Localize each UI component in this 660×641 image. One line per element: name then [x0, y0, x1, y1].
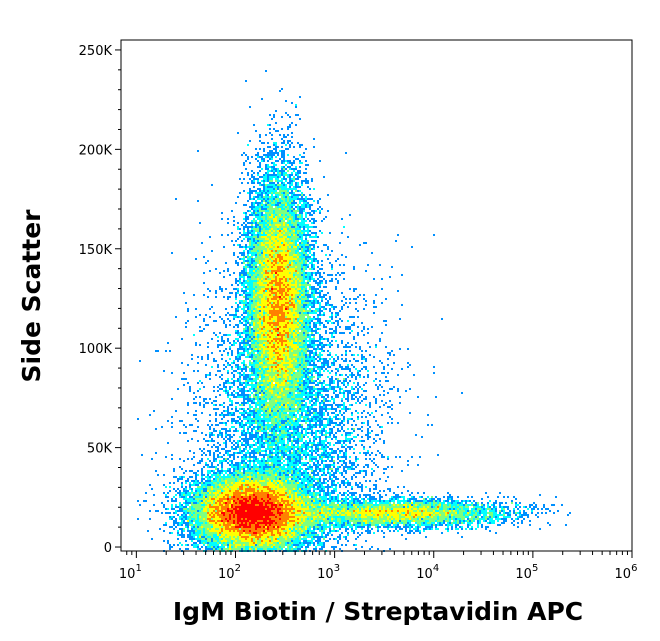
x-tick-base: 10 — [317, 567, 334, 582]
density-level-5 — [187, 204, 469, 550]
density-level-3 — [165, 104, 533, 552]
y-axis-title: Side Scatter — [17, 209, 46, 383]
x-tick-exponent: 1 — [135, 563, 141, 574]
density-level-2 — [137, 70, 571, 552]
x-tick-exponent: 2 — [235, 563, 241, 574]
x-axis: 101 102 103 104 105 106 — [119, 551, 638, 582]
y-tick-label: 0 — [104, 541, 112, 556]
x-tick-base: 10 — [515, 567, 532, 582]
x-tick-base: 10 — [416, 567, 433, 582]
plot-area — [120, 39, 633, 552]
y-tick-label: 100K — [79, 342, 113, 357]
x-tick-label: 103 — [317, 563, 340, 582]
x-tick-label: 106 — [615, 563, 638, 582]
plot-frame — [120, 39, 633, 552]
x-tick-exponent: 3 — [334, 563, 340, 574]
x-axis-title: IgM Biotin / Streptavidin APC — [173, 597, 583, 626]
x-tick-base: 10 — [615, 567, 632, 582]
x-tick-label: 104 — [416, 563, 439, 582]
x-tick-label: 102 — [218, 563, 241, 582]
y-tick-label: 50K — [87, 442, 113, 457]
x-tick-base: 10 — [119, 567, 136, 582]
x-tick-exponent: 5 — [532, 563, 538, 574]
y-axis: 0 50K 100K 150K 200K 250K — [79, 44, 121, 556]
y-tick-label: 200K — [79, 143, 113, 158]
x-tick-label: 101 — [119, 563, 142, 582]
x-tick-base: 10 — [218, 567, 235, 582]
x-tick-label: 105 — [515, 563, 538, 582]
y-tick-label: 150K — [79, 243, 113, 258]
y-tick-label: 250K — [79, 44, 113, 59]
x-tick-exponent: 4 — [433, 563, 439, 574]
x-tick-exponent: 6 — [631, 563, 637, 574]
density-dots — [137, 70, 571, 552]
